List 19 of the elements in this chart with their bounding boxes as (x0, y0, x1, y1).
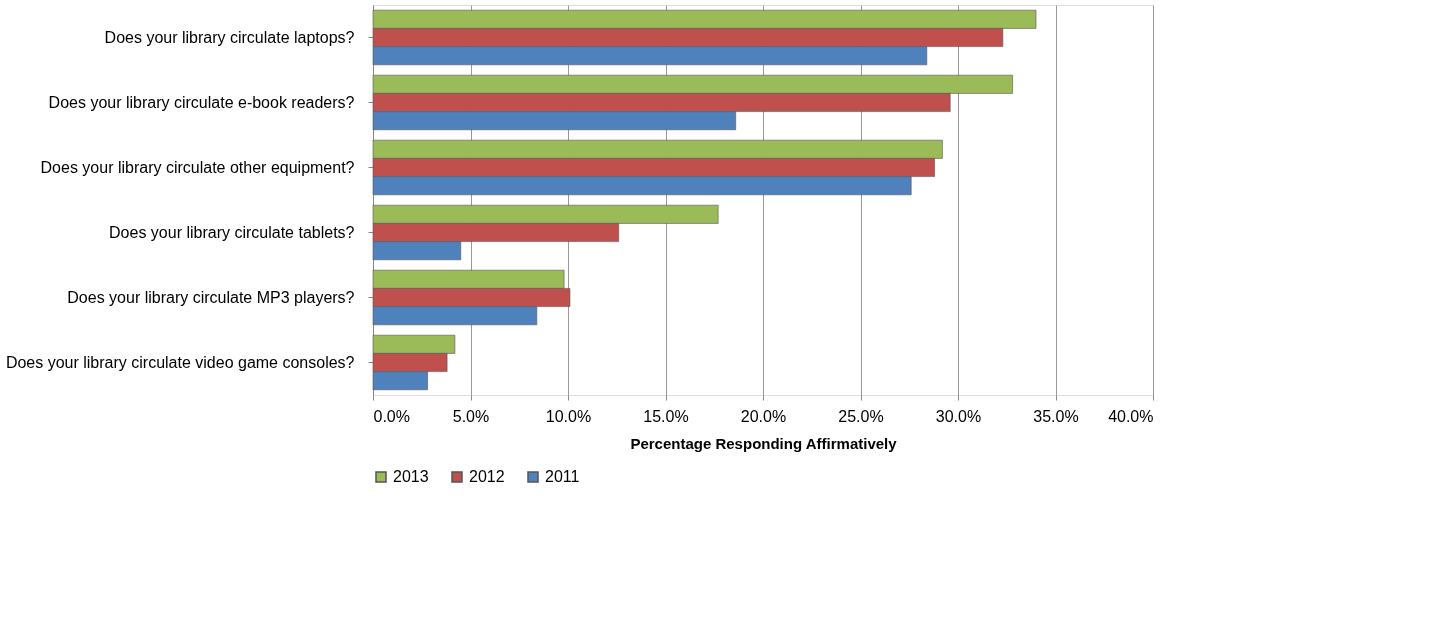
y-tick-label: Does your library circulate other equipment? (40, 158, 355, 176)
y-tick-label: Does your library circulate video game consoles? (5, 353, 355, 371)
x-tick-label: 30.0% (935, 407, 982, 425)
x-tick-label: 0.0% (373, 407, 410, 425)
x-tick-label: 5.0% (452, 407, 490, 425)
x-tick-label: 35.0% (1033, 407, 1079, 425)
legend-label: 2013 (393, 468, 429, 485)
y-tick-label: Does your library circulate e-book readers? (48, 93, 355, 111)
y-tick-label: Does your library circulate tablets? (109, 223, 355, 241)
x-tick-label: 20.0% (740, 407, 787, 425)
x-axis-title: Percentage Responding Affirmatively (630, 434, 898, 452)
y-tick-label: Does your library circulate laptops? (104, 28, 355, 46)
x-tick-label: 40.0% (1108, 407, 1154, 425)
x-tick-label: 25.0% (838, 407, 884, 425)
x-tick-label: 10.0% (545, 407, 592, 425)
x-tick-label: 15.0% (643, 407, 689, 425)
legend-label: 2011 (545, 468, 580, 485)
legend-label: 2012 (469, 468, 505, 485)
y-tick-label: Does your library circulate MP3 players? (67, 288, 355, 306)
